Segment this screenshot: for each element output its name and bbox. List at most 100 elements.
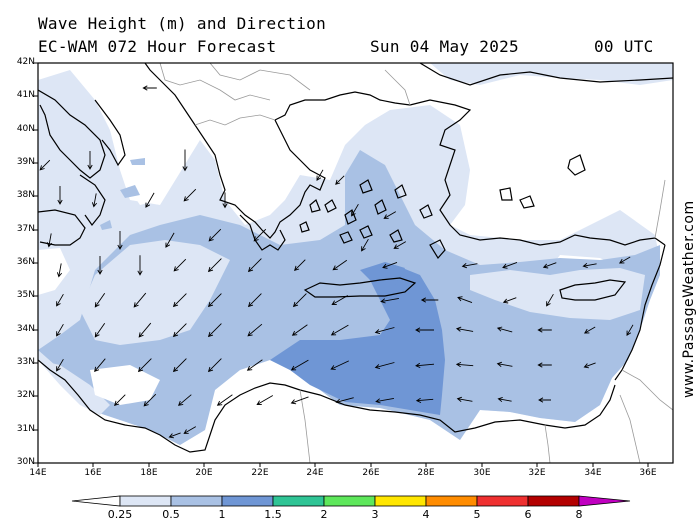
legend-label: 3 [371,508,379,521]
lat-label: 36N [16,257,35,267]
wave-direction-arrow [56,293,64,307]
legend-swatch [170,495,223,507]
calabria [79,174,106,227]
wave-direction-arrow [145,192,155,208]
black-sea-coast [419,63,673,86]
wave-direction-arrow [247,293,262,308]
wave-direction-arrow [137,358,152,373]
wave-direction-arrow [182,149,188,172]
lat-label: 39N [16,157,35,167]
lat-label: 34N [16,324,35,334]
sea-calm-west [38,248,70,295]
africa-coast [38,359,616,453]
wave-direction-arrow [138,322,152,338]
sea-light-ionian [80,240,230,345]
legend-label: 0.25 [107,508,133,521]
lat-label: 33N [16,357,35,367]
wave-direction-arrow [291,324,308,336]
wave-direction-arrow [415,362,435,369]
italy-coast [38,89,106,179]
wave-direction-arrow [97,256,103,275]
wave-direction-arrow [361,238,369,252]
legend-swatch [527,495,580,507]
map-area [38,63,673,463]
sea-black-sea [430,63,673,85]
lat-label: 42N [16,57,35,67]
wave-direction-arrow [374,327,395,335]
forecast-model: EC-WAM 072 Hour Forecast [38,37,277,56]
wave-direction-arrow [137,255,143,276]
wave-direction-arrow [330,324,349,336]
wave-direction-arrow [56,358,64,372]
borders [159,63,673,463]
wave-direction-arrow [56,323,64,337]
lon-label: 14E [29,468,47,478]
wave-direction-arrow [91,193,98,208]
rhodes [429,239,446,260]
wave-direction-arrow [208,228,222,242]
balkan-coast [144,63,411,239]
wave-direction-arrow [546,293,554,307]
italy-heel [94,99,126,167]
wave-direction-arrow [496,361,513,367]
wave-direction-arrow [165,232,175,248]
wave-direction-arrow [415,397,434,404]
sea-calm-adriatic [100,75,190,205]
wave-direction-arrow [142,85,157,91]
wave-direction-arrow [375,397,394,404]
wave-direction-arrow [331,295,349,305]
lat-label: 40N [16,124,35,134]
wave-direction-arrow [420,297,439,303]
wave-direction-arrow [583,326,596,334]
sea-moderate-adriatic [100,158,145,230]
wave-direction-arrow [461,263,478,269]
sea-high-north [360,262,405,285]
wave-direction-arrow [177,394,192,406]
wave-direction-arrow [207,323,222,338]
wave-direction-arrow [496,326,513,333]
legend-arrow-low [71,495,121,507]
site-credit: www.PassageWeather.com [681,200,697,398]
wave-direction-arrow [415,327,434,333]
wave-direction-arrow [330,360,349,370]
legend-label: 6 [524,508,532,521]
lat-label: 31N [16,424,35,434]
wave-direction-arrow [94,292,106,308]
lat-label: 41N [16,90,35,100]
lon-label: 30E [473,468,491,478]
cyprus [559,279,627,301]
turkey-islands [499,154,586,209]
wave-direction-arrow [335,397,354,404]
sea-moderate [38,150,660,445]
wave-direction-arrow [542,262,557,269]
legend-label: 4 [422,508,430,521]
legend-swatch [323,495,376,507]
lat-label: 32N [16,390,35,400]
legend-label: 0.5 [162,508,180,521]
peloponnese [239,214,286,251]
sicily-coast [38,209,86,246]
axis-ticks [34,62,649,467]
aegean-islands [299,179,433,244]
wave-direction-arrow [246,359,263,371]
wave-direction-arrow [133,292,147,308]
wave-direction-arrow [457,296,473,304]
wave-direction-arrow [117,231,123,250]
wave-direction-arrow [173,258,187,272]
wave-direction-arrow [456,396,473,402]
sea-high [270,265,445,415]
wave-direction-arrow [46,233,53,248]
wave-direction-arrow [292,293,307,308]
crete [303,277,417,298]
levant-coast [614,244,666,381]
wave-direction-arrow [247,323,263,337]
legend-label: 2 [320,508,328,521]
wave-direction-arrow [253,228,267,242]
wave-direction-arrow [207,258,222,273]
lon-label: 22E [251,468,269,478]
turkey-coast [409,99,666,246]
wave-direction-arrow [56,263,63,278]
lon-label: 32E [528,468,546,478]
wave-direction-arrow [57,186,63,205]
